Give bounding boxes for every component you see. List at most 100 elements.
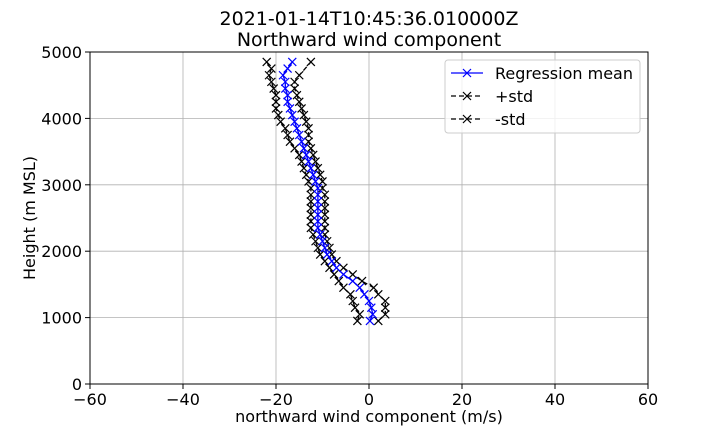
y-tick-label: 0 <box>72 375 82 394</box>
data-point <box>313 203 323 213</box>
data-point <box>373 289 383 299</box>
data-point <box>320 223 330 233</box>
data-point <box>304 130 313 140</box>
series-layer <box>262 57 390 326</box>
data-point <box>322 236 332 246</box>
data-point <box>365 316 375 326</box>
x-tick-label: 0 <box>364 390 374 409</box>
data-point <box>294 130 304 140</box>
data-point <box>299 110 309 120</box>
data-point <box>280 84 290 93</box>
data-point <box>271 97 281 107</box>
data-point <box>294 70 304 80</box>
data-point <box>355 283 365 293</box>
data-point <box>320 243 330 253</box>
data-point <box>318 183 327 193</box>
data-point <box>283 130 293 140</box>
data-point <box>299 143 309 153</box>
data-point <box>299 163 309 173</box>
series-1 <box>290 57 390 326</box>
data-point <box>273 110 283 120</box>
x-tick-label: 60 <box>638 390 658 409</box>
x-axis: −60 −40 −20 0 20 40 60 <box>73 384 658 409</box>
data-point <box>315 170 325 180</box>
y-tick-label: 2000 <box>41 242 82 261</box>
data-point <box>280 77 290 87</box>
legend-entry: Regression mean <box>451 64 633 83</box>
data-point <box>348 296 358 306</box>
data-point <box>304 123 313 133</box>
data-point <box>276 117 286 127</box>
y-axis-label: Height (m MSL) <box>20 156 39 280</box>
data-point <box>283 97 293 107</box>
legend-entry: -std <box>451 110 526 129</box>
data-point <box>290 77 300 87</box>
data-point <box>301 170 311 180</box>
data-point <box>380 303 390 313</box>
data-point <box>313 196 323 206</box>
data-point <box>301 117 311 127</box>
data-point <box>313 190 323 200</box>
y-tick-label: 4000 <box>41 109 82 128</box>
data-point <box>339 263 348 273</box>
data-point <box>308 170 318 180</box>
data-point <box>320 230 330 240</box>
data-point <box>313 216 323 226</box>
data-point <box>262 57 272 67</box>
y-tick-label: 1000 <box>41 309 82 328</box>
data-point <box>339 283 348 293</box>
data-point <box>380 296 390 306</box>
data-point <box>311 236 320 246</box>
series-0 <box>278 57 378 326</box>
data-point <box>271 104 281 113</box>
x-axis-label: northward wind component (m/s) <box>235 407 503 426</box>
data-point <box>306 203 316 213</box>
series-line <box>282 61 374 322</box>
data-point <box>373 316 383 326</box>
data-point <box>266 64 276 74</box>
x-tick-label: −40 <box>166 390 200 409</box>
chart-title: 2021-01-14T10:45:36.010000Z <box>220 8 519 30</box>
data-point <box>285 104 295 113</box>
data-point <box>285 137 295 147</box>
data-point <box>322 250 332 259</box>
data-point <box>313 223 323 233</box>
data-point <box>348 276 358 286</box>
data-point <box>304 177 313 186</box>
data-point <box>320 210 330 220</box>
chart-subtitle: Northward wind component <box>237 29 501 51</box>
data-point <box>306 190 316 200</box>
data-point <box>315 250 325 259</box>
data-point <box>278 70 288 80</box>
data-point <box>380 309 390 319</box>
x-tick-label: −20 <box>259 390 293 409</box>
data-point <box>318 177 327 186</box>
legend-label: Regression mean <box>495 64 633 83</box>
data-point <box>269 84 279 93</box>
data-point <box>287 57 297 67</box>
data-point <box>304 137 313 147</box>
series-line <box>266 61 361 322</box>
data-point <box>320 196 330 206</box>
data-point <box>283 64 293 74</box>
data-point <box>369 283 379 293</box>
data-point <box>283 90 293 100</box>
data-point <box>348 270 358 279</box>
data-point <box>292 123 302 133</box>
legend-marker <box>462 91 472 101</box>
data-point <box>306 183 316 193</box>
data-point <box>350 303 360 313</box>
x-tick-label: 20 <box>452 390 472 409</box>
data-point <box>290 143 300 153</box>
data-point <box>320 256 330 266</box>
data-point <box>345 289 355 299</box>
data-point <box>334 276 344 286</box>
data-point <box>311 157 320 166</box>
legend-marker <box>462 114 472 124</box>
data-point <box>325 263 334 273</box>
data-point <box>313 163 323 173</box>
data-point <box>329 270 339 279</box>
data-point <box>306 196 316 206</box>
data-point <box>287 110 297 120</box>
